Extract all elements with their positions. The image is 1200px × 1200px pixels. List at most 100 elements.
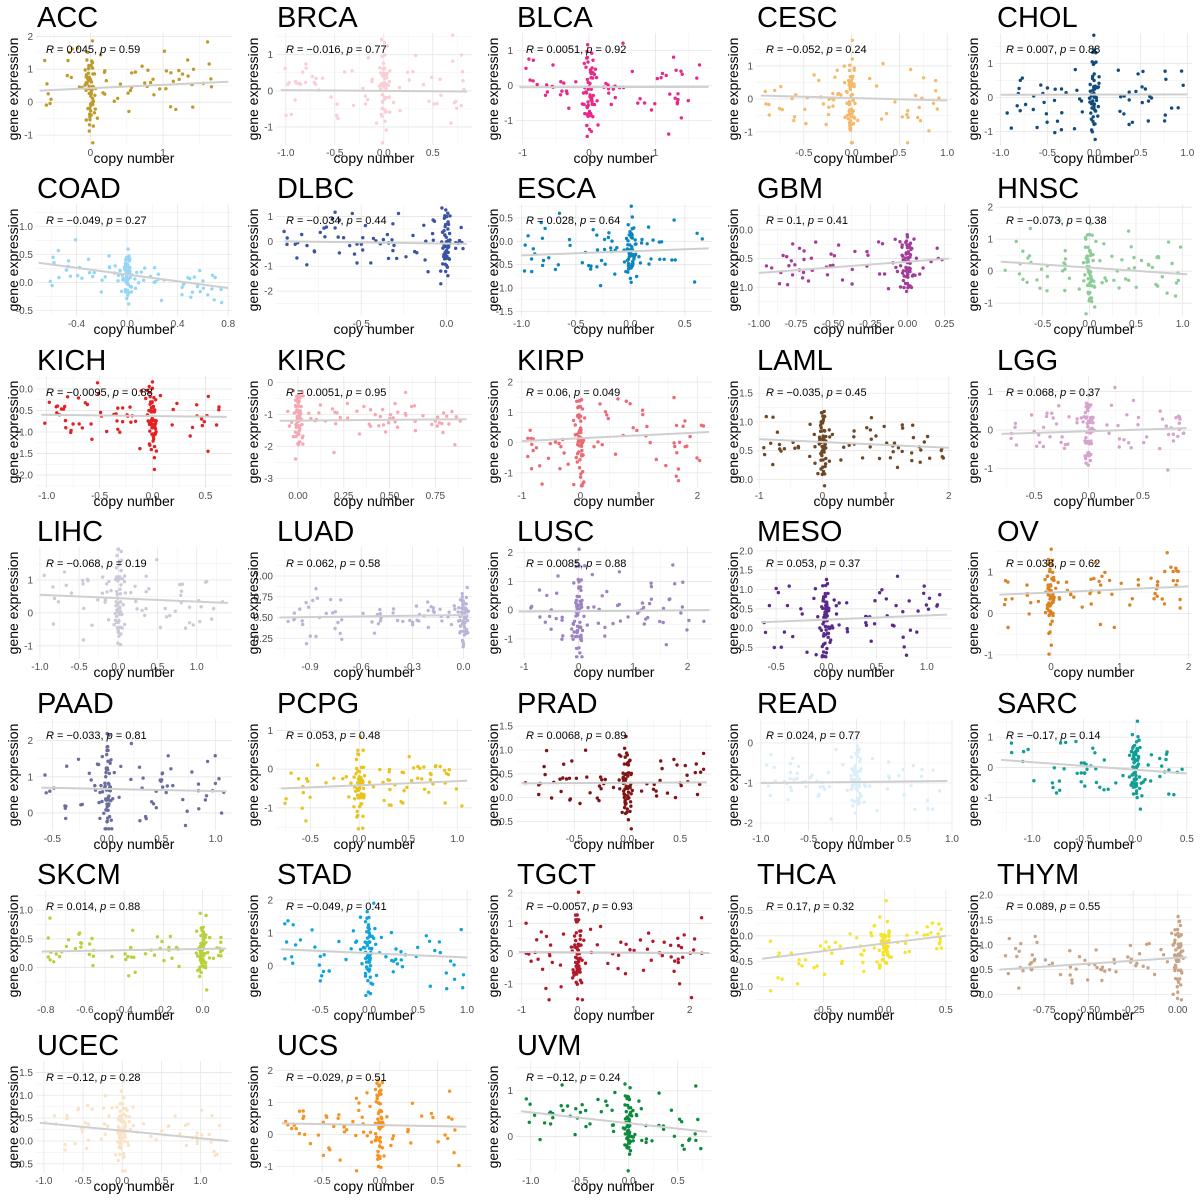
data-point <box>410 623 415 627</box>
data-point <box>66 259 71 263</box>
data-point <box>658 619 662 624</box>
data-point <box>462 633 466 637</box>
data-point <box>698 770 703 774</box>
data-point <box>105 805 109 809</box>
data-point <box>116 279 120 283</box>
data-point <box>827 428 831 432</box>
data-point <box>1067 415 1071 419</box>
data-point <box>1045 86 1050 90</box>
data-point <box>1136 735 1140 739</box>
data-point <box>378 1135 382 1140</box>
data-point <box>173 609 177 613</box>
data-point <box>910 458 914 463</box>
data-point <box>1013 946 1018 951</box>
data-point <box>389 930 394 935</box>
data-point <box>354 939 359 943</box>
data-point <box>887 929 891 933</box>
data-point <box>672 969 676 973</box>
data-point <box>1048 603 1053 607</box>
data-point <box>632 255 636 259</box>
data-point <box>138 446 142 451</box>
data-point <box>1094 948 1098 952</box>
data-point <box>1093 560 1097 565</box>
data-point <box>1029 601 1033 605</box>
data-point <box>1077 287 1081 291</box>
data-point <box>1063 257 1068 261</box>
data-point <box>589 87 593 92</box>
data-point <box>1042 100 1046 105</box>
data-point <box>927 596 932 600</box>
data-point <box>669 943 673 947</box>
data-point <box>1173 938 1177 942</box>
data-point <box>101 91 105 95</box>
data-point <box>616 397 620 401</box>
data-point <box>111 797 115 801</box>
data-point <box>112 770 117 775</box>
data-point <box>148 80 153 85</box>
y-tick-label: 1 <box>267 726 273 737</box>
data-point <box>118 268 122 273</box>
data-point <box>698 458 702 463</box>
x-tick-label: -0.25 <box>1122 1005 1145 1016</box>
data-point <box>1127 122 1131 127</box>
data-point <box>1132 266 1137 270</box>
data-point <box>1117 445 1121 449</box>
data-point <box>1162 119 1167 123</box>
panel-cesc: -0.5 0.0 0.5 1.0 -1 0 1 R = −0.052, p = 0.24 CES… <box>720 0 960 171</box>
data-point <box>195 403 199 407</box>
data-point <box>884 597 888 601</box>
data-point <box>822 409 826 414</box>
data-point <box>356 752 360 756</box>
data-point <box>1092 72 1096 76</box>
data-point <box>1136 415 1141 420</box>
data-point <box>588 1122 592 1126</box>
data-point <box>1052 595 1056 600</box>
data-point <box>578 933 582 938</box>
data-point <box>818 423 823 428</box>
data-point <box>808 775 813 780</box>
data-point <box>820 655 824 659</box>
data-point <box>384 430 388 434</box>
data-point <box>51 622 56 626</box>
data-point <box>627 255 631 259</box>
x-axis-label: copy number <box>1054 493 1135 509</box>
data-point <box>857 777 862 781</box>
data-point <box>572 482 576 487</box>
data-point <box>199 417 204 421</box>
data-point <box>849 141 854 145</box>
data-point <box>187 605 192 609</box>
data-point <box>1089 111 1093 115</box>
plot-area <box>996 890 1192 1002</box>
data-point <box>461 645 465 649</box>
data-point <box>579 419 583 423</box>
data-point <box>672 395 676 400</box>
data-point <box>553 440 558 444</box>
data-point <box>1171 943 1175 947</box>
data-point <box>620 810 624 815</box>
data-point <box>379 1092 383 1096</box>
data-point <box>316 1133 321 1137</box>
data-point <box>1129 446 1133 450</box>
x-axis-label: copy number <box>814 836 895 852</box>
data-point <box>1015 104 1019 108</box>
data-point <box>1059 440 1063 445</box>
data-point <box>335 102 339 106</box>
data-point <box>1128 603 1132 607</box>
data-point <box>895 465 900 470</box>
data-point <box>1158 756 1162 761</box>
data-point <box>300 390 304 394</box>
data-point <box>1003 268 1007 272</box>
data-point <box>304 600 308 605</box>
data-point <box>374 1132 378 1136</box>
data-point <box>1013 425 1017 429</box>
data-point <box>285 236 289 240</box>
data-point <box>120 420 125 424</box>
data-point <box>587 127 592 131</box>
minor-gridlines <box>756 890 952 1002</box>
data-point <box>847 443 851 447</box>
data-point <box>79 945 83 949</box>
data-point <box>908 269 912 274</box>
data-point <box>76 1106 81 1110</box>
scatter-plot: -0.4 0.0 0.4 0.8-0.50.00.51.0R = −0.049, p … <box>5 173 236 337</box>
